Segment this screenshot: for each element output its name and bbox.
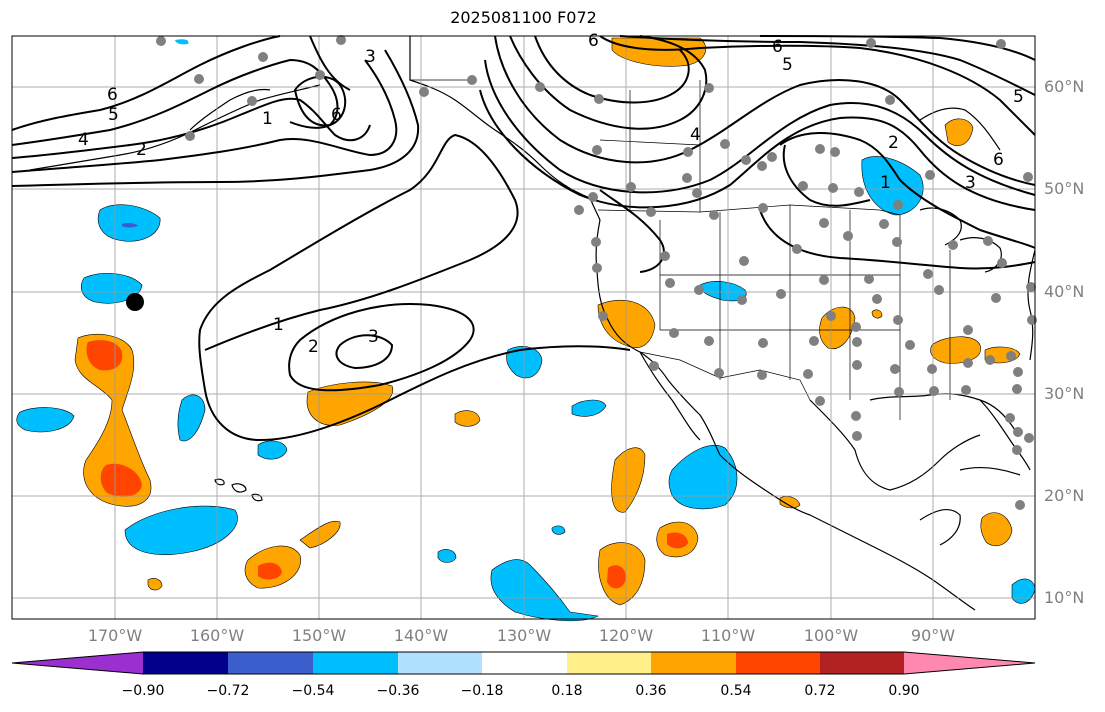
shade-orange [779, 496, 801, 509]
contour-1 [198, 133, 631, 442]
contour-label: 6 [331, 105, 342, 125]
contour-label: 1 [273, 315, 284, 335]
shade-blue [490, 559, 599, 622]
shade-blue [177, 394, 206, 442]
colorbar-tick-label: 0.54 [720, 683, 752, 699]
contour-labels: 1 2 3 1 2 3 4 5 6 6 5 6 6 4 2 1 3 6 5 [78, 31, 1024, 357]
contour-label: 5 [782, 55, 793, 75]
shade-red [100, 463, 142, 497]
shade-orange [306, 381, 394, 426]
colorbar-extend-max [904, 652, 1035, 674]
lon-label: 170°W [87, 626, 143, 645]
contour-label: 3 [368, 327, 379, 347]
colorbar-tick-label: 0.72 [804, 683, 836, 699]
contour-label: 2 [136, 140, 147, 160]
shade-red [86, 340, 123, 371]
lat-label: 60°N [1044, 77, 1085, 96]
colorbar [11, 651, 1036, 675]
shade-blue [437, 549, 457, 563]
colorbar-bin [482, 652, 567, 674]
colorbar-tick-label: 0.36 [635, 683, 667, 699]
shade-dark-blue [122, 222, 138, 228]
contour-label: 6 [107, 85, 118, 105]
colorbar-bin [651, 652, 736, 674]
contour-label: 4 [78, 130, 89, 150]
contour-label: 3 [365, 47, 376, 67]
contour-label: 1 [262, 109, 273, 129]
shade-blue [551, 525, 566, 535]
lon-label: 90°W [910, 626, 956, 645]
lon-label: 100°W [803, 626, 859, 645]
shade-orange [74, 333, 152, 507]
lat-label: 20°N [1044, 486, 1085, 505]
shade-blue [861, 156, 924, 216]
lon-label: 130°W [496, 626, 552, 645]
shaded-fields [16, 37, 1036, 622]
contour-2 [288, 303, 475, 392]
colorbar-tick-label: −0.54 [291, 683, 335, 699]
contour-label: 6 [772, 37, 783, 57]
colorbar-bin [736, 652, 820, 674]
map-border [11, 35, 1036, 620]
shade-blue [175, 39, 189, 45]
colorbar-bin [143, 652, 228, 674]
contour-label: 2 [888, 133, 899, 153]
colorbar-extend-min [12, 652, 143, 674]
shade-orange [611, 37, 706, 67]
shade-orange [147, 578, 163, 591]
highlight-point-marker [126, 293, 144, 311]
shade-orange [454, 410, 481, 427]
colorbar-bin [567, 652, 651, 674]
contour-lines [11, 35, 1036, 442]
shade-orange [871, 309, 883, 319]
colorbar-tick-label: 0.90 [888, 683, 920, 699]
shade-blue [257, 440, 288, 460]
colorbar-bin [398, 652, 482, 674]
colorbar-bin [228, 652, 313, 674]
lon-label: 110°W [700, 626, 756, 645]
contour-label: 1 [880, 173, 891, 193]
lon-label: 160°W [189, 626, 245, 645]
colorbar-bin [313, 652, 398, 674]
shade-orange [980, 512, 1013, 546]
colorbar-tick-label: −0.18 [460, 683, 504, 699]
shade-blue [124, 505, 238, 555]
lat-label: 50°N [1044, 179, 1085, 198]
station-markers [156, 35, 1037, 510]
shade-orange [944, 118, 974, 146]
colorbar-tick-label: −0.72 [206, 683, 250, 699]
colorbar-tick-label: 0.18 [551, 683, 583, 699]
contour-label: 5 [1013, 87, 1024, 107]
lon-label: 150°W [291, 626, 347, 645]
shade-red [607, 565, 626, 589]
contour-label: 5 [108, 105, 119, 125]
contour-label: 4 [690, 125, 701, 145]
contour-label: 6 [588, 31, 599, 51]
shade-blue [16, 407, 75, 433]
lon-label: 140°W [393, 626, 449, 645]
lat-label: 30°N [1044, 384, 1085, 403]
colorbar-tick-label: −0.90 [121, 683, 165, 699]
shade-red [258, 562, 282, 580]
contour-3 [335, 334, 394, 370]
lat-label: 40°N [1044, 282, 1085, 301]
contour-label: 3 [965, 173, 976, 193]
lat-label: 10°N [1044, 588, 1085, 607]
shade-red [667, 532, 688, 549]
lon-label: 120°W [598, 626, 654, 645]
contour-label: 6 [993, 150, 1004, 170]
shade-blue [571, 399, 607, 417]
colorbar-bin [820, 652, 904, 674]
map-title: 2025081100 F072 [450, 8, 597, 27]
colorbar-tick-label: −0.36 [376, 683, 420, 699]
contour-label: 2 [308, 337, 319, 357]
shade-blue [668, 444, 738, 510]
shade-orange [299, 520, 341, 549]
shade-orange [930, 336, 982, 364]
